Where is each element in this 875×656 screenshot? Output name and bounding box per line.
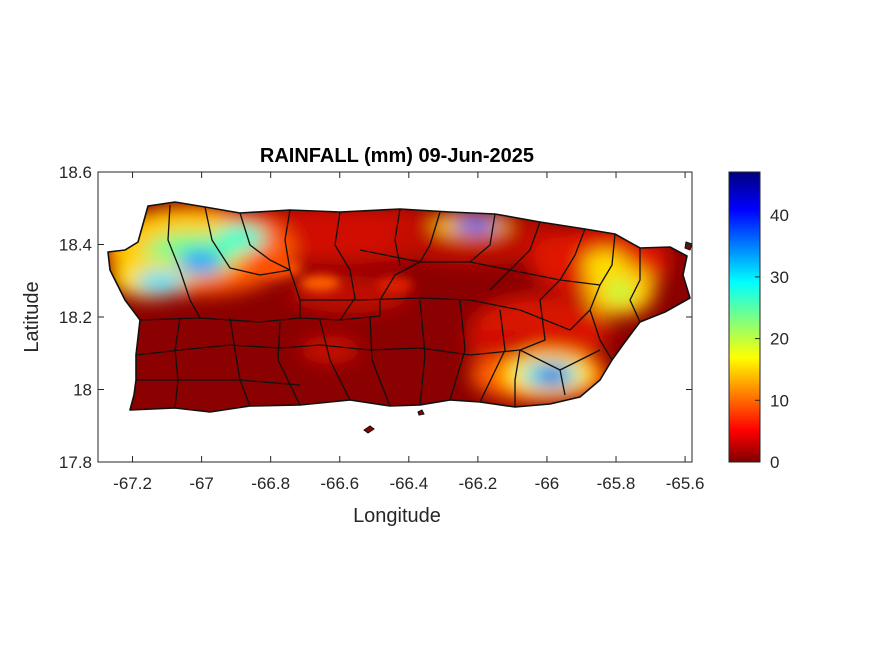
offshore-islet bbox=[363, 425, 375, 434]
x-tick-label: -65.8 bbox=[597, 474, 636, 493]
y-axis-label: Latitude bbox=[21, 281, 43, 352]
y-tick-label: 18.2 bbox=[59, 308, 92, 327]
offshore-islet bbox=[417, 409, 425, 416]
x-axis-label: Longitude bbox=[353, 505, 441, 527]
y-axis-ticks: 17.8 18 18.2 18.4 18.6 bbox=[59, 163, 692, 472]
municipal-boundaries bbox=[107, 201, 691, 413]
x-tick-label: -67 bbox=[189, 474, 214, 493]
x-tick-label: -67.2 bbox=[113, 474, 152, 493]
y-tick-label: 18.6 bbox=[59, 163, 92, 182]
colorbar-tick-label: 40 bbox=[770, 206, 789, 225]
y-tick-label: 17.8 bbox=[59, 453, 92, 472]
y-tick-label: 18 bbox=[73, 381, 92, 400]
chart-title: RAINFALL (mm) 09-Jun-2025 bbox=[260, 145, 534, 167]
x-tick-label: -66 bbox=[535, 474, 560, 493]
colorbar bbox=[728, 171, 761, 463]
y-tick-label: 18.4 bbox=[59, 236, 92, 255]
colorbar-tick-label: 20 bbox=[770, 330, 789, 349]
x-tick-label: -66.6 bbox=[320, 474, 359, 493]
x-tick-label: -66.2 bbox=[459, 474, 498, 493]
colorbar-tick-label: 10 bbox=[770, 391, 789, 410]
x-tick-label: -65.6 bbox=[666, 474, 705, 493]
x-axis-ticks: -67.2 -67 -66.8 -66.6 -66.4 -66.2 -66 -65.8 -65.… bbox=[113, 172, 704, 493]
colorbar-tick-label: 30 bbox=[770, 268, 789, 287]
x-tick-label: -66.8 bbox=[251, 474, 290, 493]
x-tick-label: -66.4 bbox=[389, 474, 428, 493]
colorbar-ticks: 0 10 20 30 40 bbox=[755, 206, 789, 472]
colorbar-tick-label: 0 bbox=[770, 453, 779, 472]
